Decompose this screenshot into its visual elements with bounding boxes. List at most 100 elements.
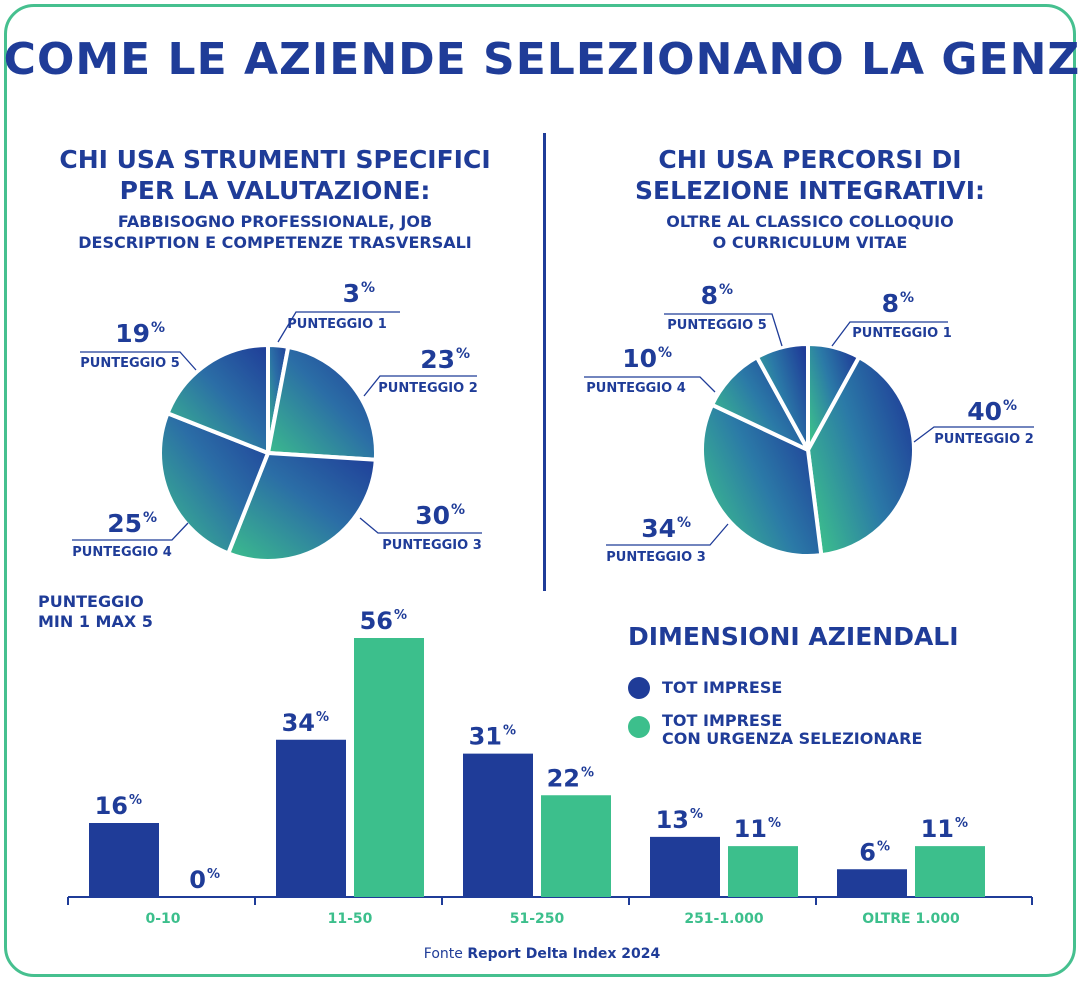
left-heading-line1: CHI USA STRUMENTI SPECIFICI xyxy=(59,145,491,174)
pie-leader-line xyxy=(363,375,477,397)
page-title: COME LE AZIENDE SELEZIONANO LA GENZ xyxy=(3,34,1081,85)
bar-unit-label: % xyxy=(394,608,407,623)
pie-unit-label: % xyxy=(900,290,914,306)
bar-unit-label: % xyxy=(955,816,968,831)
bar-unit-label: % xyxy=(207,867,220,882)
bar-chart-title: DIMENSIONI AZIENDALI xyxy=(628,622,959,651)
bar xyxy=(463,753,533,897)
legend-label: TOT IMPRESE xyxy=(662,678,783,697)
pie-value-label: 3 xyxy=(343,279,360,308)
pie-slice-label: PUNTEGGIO 5 xyxy=(667,318,767,333)
pie-unit-label: % xyxy=(1003,398,1017,414)
pie-slice-2 xyxy=(806,355,916,558)
left-subheading-line1: FABBISOGNO PROFESSIONALE, JOB xyxy=(117,212,433,231)
bar-unit-label: % xyxy=(768,816,781,831)
bar-value-label: 11 xyxy=(921,815,954,843)
pie-unit-label: % xyxy=(451,502,465,518)
bar-value-label: 0 xyxy=(189,866,206,894)
pie-leader-line xyxy=(80,351,197,371)
pie-slice-label: PUNTEGGIO 3 xyxy=(382,538,482,553)
pie-leader-line xyxy=(277,311,400,343)
pie-unit-label: % xyxy=(677,515,691,531)
legend-swatch-green xyxy=(628,716,650,738)
x-tick-label: OLTRE 1.000 xyxy=(862,911,960,927)
pie-value-label: 23 xyxy=(420,345,455,374)
pie-unit-label: % xyxy=(456,346,470,362)
source-name: Report Delta Index 2024 xyxy=(467,946,661,962)
pie-value-label: 30 xyxy=(415,501,450,530)
bar xyxy=(650,836,720,897)
pie-slice-label: PUNTEGGIO 1 xyxy=(287,317,387,332)
bar-unit-label: % xyxy=(503,724,516,739)
source-prefix: Fonte xyxy=(423,946,463,962)
legend-item-tot-imprese: TOT IMPRESE xyxy=(628,677,782,699)
bar xyxy=(728,846,798,897)
pie-slice-4 xyxy=(158,411,270,556)
legend-label-line1: TOT IMPRESE xyxy=(662,711,783,730)
left-subheading: FABBISOGNO PROFESSIONALE, JOB DESCRIPTIO… xyxy=(20,211,530,253)
bar-value-label: 31 xyxy=(469,723,502,751)
pie-leader-line xyxy=(664,313,783,347)
bar-unit-label: % xyxy=(877,839,890,854)
pie-slice-label: PUNTEGGIO 2 xyxy=(378,381,478,396)
bar-unit-label: % xyxy=(129,793,142,808)
x-tick-label: 51-250 xyxy=(510,911,565,927)
left-heading: CHI USA STRUMENTI SPECIFICI PER LA VALUT… xyxy=(20,144,530,206)
x-tick-label: 251-1.000 xyxy=(684,911,764,927)
bar xyxy=(89,823,159,897)
pie-value-label: 19 xyxy=(115,319,150,348)
pie-slice-2 xyxy=(266,344,378,462)
right-heading: CHI USA PERCORSI DI SELEZIONE INTEGRATIV… xyxy=(560,144,1060,206)
pie-slice-label: PUNTEGGIO 1 xyxy=(852,326,952,341)
x-tick-label: 11-50 xyxy=(328,911,373,927)
pie-slice-label: PUNTEGGIO 3 xyxy=(606,550,706,565)
right-heading-line2: SELEZIONE INTEGRATIVI: xyxy=(634,176,985,205)
bar-value-label: 6 xyxy=(859,838,876,866)
bar xyxy=(541,795,611,897)
pie-slice-5 xyxy=(754,342,810,452)
source-note: Fonte Report Delta Index 2024 xyxy=(0,946,1084,962)
pie-slice-5 xyxy=(165,343,270,455)
pie-chart-right: 8 % PUNTEGGIO 1 40 % PUNTEGGIO 2 34 % PUNTEGGIO … xyxy=(584,281,1034,565)
right-subheading-line1: OLTRE AL CLASSICO COLLOQUIO xyxy=(666,212,954,231)
score-note-line2: MIN 1 MAX 5 xyxy=(38,612,153,631)
pie-value-label: 10 xyxy=(622,344,657,373)
pie-leader-line xyxy=(359,517,482,534)
bar-unit-label: % xyxy=(581,765,594,780)
bar-unit-label: % xyxy=(690,807,703,822)
pie-leader-line xyxy=(584,376,716,393)
right-subheading: OLTRE AL CLASSICO COLLOQUIO O CURRICULUM… xyxy=(560,211,1060,253)
pie-slice-label: PUNTEGGIO 5 xyxy=(80,356,180,371)
legend-item-tot-imprese-urgenza: TOT IMPRESE CON URGENZA SELEZIONARE xyxy=(628,712,922,748)
pie-value-label: 25 xyxy=(107,509,142,538)
pie-value-label: 8 xyxy=(882,289,899,318)
pie-slice-label: PUNTEGGIO 4 xyxy=(586,381,686,396)
pie-unit-label: % xyxy=(143,510,157,526)
bar xyxy=(276,739,346,897)
pie-leader-line xyxy=(606,523,729,546)
pie-slice-label: PUNTEGGIO 4 xyxy=(72,545,172,560)
pie-unit-label: % xyxy=(361,280,375,296)
pie-value-label: 8 xyxy=(701,281,718,310)
pie-leader-line xyxy=(72,522,189,541)
legend-swatch-blue xyxy=(628,677,650,699)
bar xyxy=(915,846,985,897)
left-heading-line2: PER LA VALUTAZIONE: xyxy=(119,176,431,205)
bar-value-label: 13 xyxy=(656,806,689,834)
right-heading-line1: CHI USA PERCORSI DI xyxy=(658,145,962,174)
bar-value-label: 34 xyxy=(282,709,315,737)
bar-value-label: 22 xyxy=(547,764,580,792)
pie-unit-label: % xyxy=(658,345,672,361)
pie-unit-label: % xyxy=(151,320,165,336)
pie-value-label: 34 xyxy=(641,514,676,543)
legend-label-line2: CON URGENZA SELEZIONARE xyxy=(662,729,923,748)
x-tick-label: 0-10 xyxy=(145,911,180,927)
left-subheading-line2: DESCRIPTION E COMPETENZE TRASVERSALI xyxy=(78,233,472,252)
pie-unit-label: % xyxy=(719,282,733,298)
pie-chart-left: 3 % PUNTEGGIO 1 23 % PUNTEGGIO 2 30 % PUNTEGGIO … xyxy=(72,279,482,563)
pie-leader-line xyxy=(831,321,948,347)
pie-slice-label: PUNTEGGIO 2 xyxy=(934,432,1034,447)
